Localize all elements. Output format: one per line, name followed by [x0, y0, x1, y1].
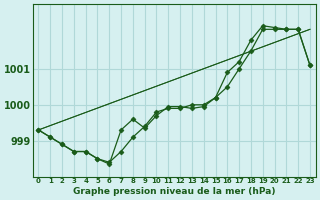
X-axis label: Graphe pression niveau de la mer (hPa): Graphe pression niveau de la mer (hPa): [73, 187, 276, 196]
